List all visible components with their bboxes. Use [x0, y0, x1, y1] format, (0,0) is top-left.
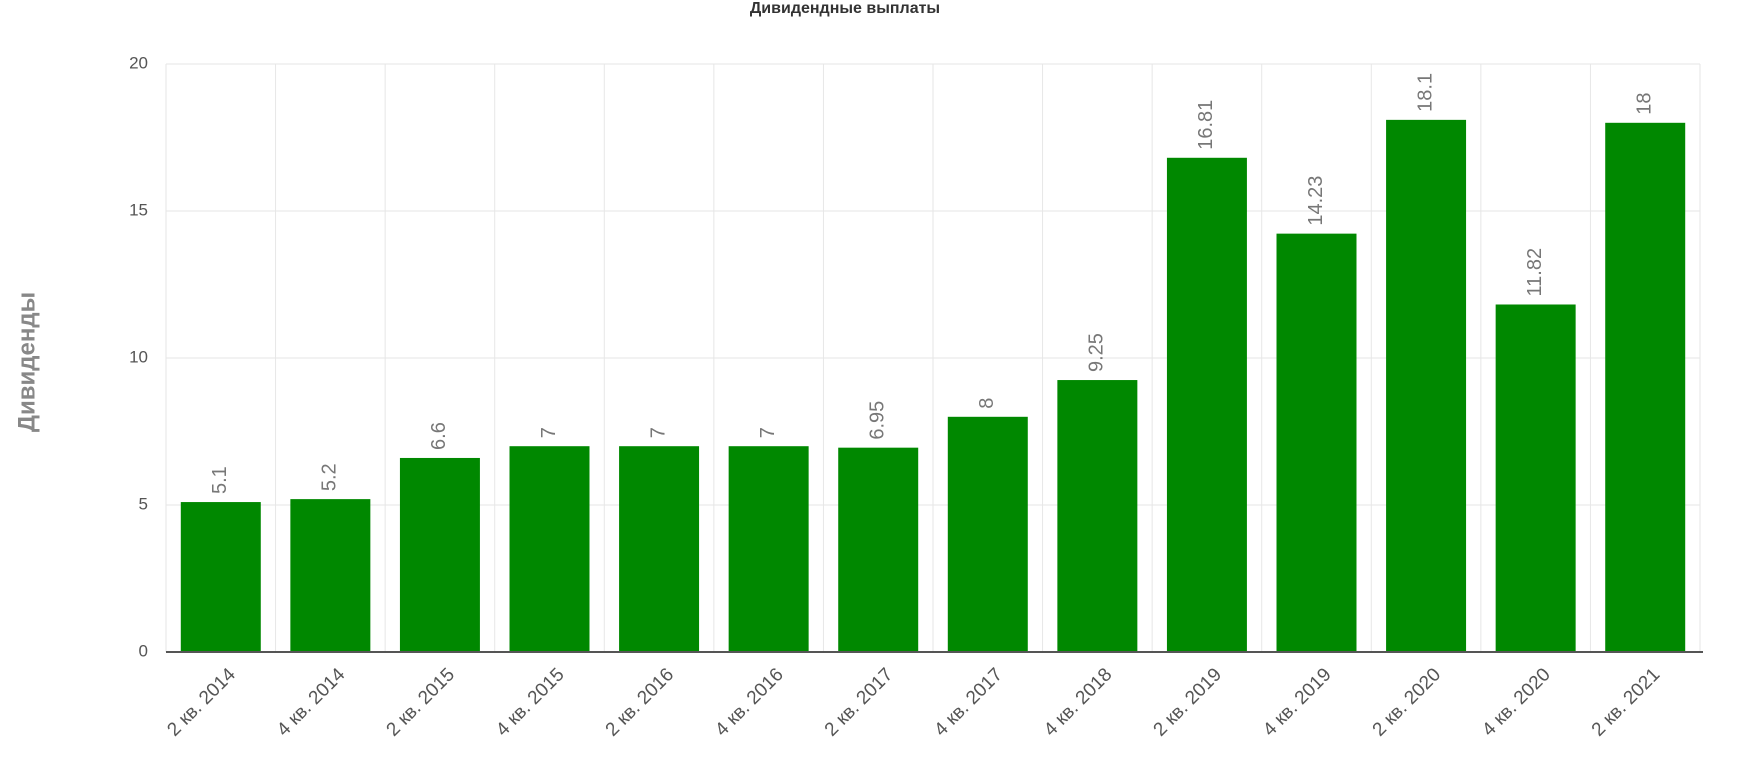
y-tick-label: 10 — [129, 347, 148, 366]
bar — [1166, 157, 1247, 652]
x-tick-label: 2 кв. 2017 — [821, 664, 897, 740]
value-label: 9.25 — [1086, 333, 1108, 372]
x-tick-label: 2 кв. 2021 — [1588, 664, 1664, 740]
x-tick-label: 2 кв. 2016 — [602, 664, 678, 740]
bar — [1057, 380, 1138, 652]
bar — [728, 446, 809, 652]
value-label: 5.1 — [209, 466, 231, 494]
value-label: 7 — [647, 427, 669, 438]
value-label: 8 — [976, 398, 998, 409]
bar — [399, 457, 480, 652]
y-tick-label: 20 — [129, 53, 148, 72]
y-tick-label: 5 — [139, 494, 148, 513]
value-label: 11.82 — [1524, 248, 1546, 297]
bar — [1276, 233, 1357, 652]
value-label: 7 — [757, 427, 779, 438]
value-label: 18 — [1633, 93, 1655, 115]
bar — [290, 499, 371, 652]
x-tick-label: 4 кв. 2017 — [930, 664, 1006, 740]
x-tick-label: 4 кв. 2019 — [1259, 664, 1335, 740]
bar — [1605, 122, 1686, 653]
x-tick-label: 2 кв. 2014 — [163, 664, 240, 741]
x-tick-label: 2 кв. 2020 — [1369, 664, 1445, 740]
value-label: 6.6 — [428, 422, 450, 450]
bar — [838, 447, 919, 652]
x-tick-label: 4 кв. 2016 — [711, 664, 787, 740]
value-label: 6.95 — [866, 401, 888, 440]
bar — [1495, 304, 1576, 652]
x-tick-label: 2 кв. 2019 — [1150, 664, 1226, 740]
x-tick-label: 4 кв. 2014 — [273, 664, 350, 741]
y-tick-label: 0 — [139, 641, 148, 660]
bar — [509, 446, 590, 652]
bar — [180, 502, 261, 652]
value-label: 5.2 — [319, 463, 341, 491]
value-label: 16.81 — [1195, 100, 1217, 150]
chart-title: Дивидендные выплаты — [750, 0, 940, 17]
y-tick-label: 15 — [129, 200, 148, 219]
x-tick-label: 2 кв. 2015 — [383, 664, 459, 740]
x-tick-label: 4 кв. 2015 — [492, 664, 568, 740]
x-tick-label: 4 кв. 2020 — [1478, 664, 1554, 740]
value-label: 7 — [538, 427, 560, 438]
bar — [619, 446, 700, 652]
value-label: 14.23 — [1305, 176, 1327, 226]
bar — [947, 416, 1028, 652]
value-label: 18.1 — [1414, 73, 1436, 112]
y-axis-label: Дивиденды — [13, 292, 40, 432]
bar — [1386, 119, 1467, 653]
x-tick-label: 4 кв. 2018 — [1040, 664, 1116, 740]
